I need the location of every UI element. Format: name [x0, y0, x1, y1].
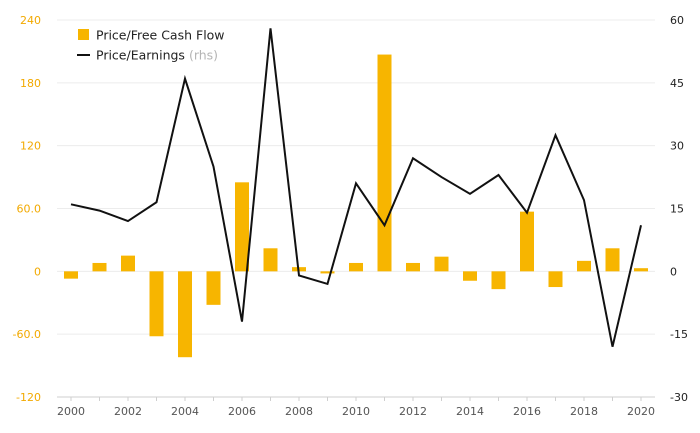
right-axis-ticks: -30 -15 0 15 30 45 60 — [670, 14, 688, 404]
left-tick-label: -120 — [16, 391, 41, 404]
bar-fcf-2020 — [634, 268, 648, 272]
x-tick-label: 2012 — [399, 405, 427, 418]
left-tick-label: 0 — [34, 265, 41, 278]
bar-fcf-2016 — [520, 211, 534, 272]
x-tick-label: 2000 — [57, 405, 85, 418]
legend: Price/Free Cash Flow Price/Earnings (rhs) — [77, 28, 225, 63]
left-tick-label: 180 — [20, 77, 41, 90]
bar-fcf-2012 — [406, 262, 420, 272]
x-tick-label: 2016 — [513, 405, 541, 418]
x-tick-label: 2020 — [627, 405, 655, 418]
x-tick-label: 2006 — [228, 405, 256, 418]
right-tick-label: 45 — [670, 77, 684, 90]
x-tick-label: 2002 — [114, 405, 142, 418]
right-tick-label: 0 — [670, 265, 677, 278]
bar-fcf-2013 — [434, 256, 449, 272]
left-tick-label: 120 — [20, 140, 41, 153]
x-axis-ticks — [70, 397, 642, 401]
bar-fcf-2002 — [121, 255, 135, 272]
bar-fcf-2010 — [349, 262, 363, 272]
right-tick-label: -15 — [670, 328, 688, 341]
bar-fcf-2017 — [548, 271, 563, 288]
bar-fcf-2014 — [463, 271, 477, 281]
left-axis-ticks: -120 -60.0 0 60.0 120 180 240 — [13, 14, 41, 404]
x-tick-label: 2010 — [342, 405, 370, 418]
left-tick-label: 60.0 — [17, 203, 42, 216]
bar-fcf-2015 — [491, 271, 506, 290]
left-tick-label: -60.0 — [13, 328, 41, 341]
legend-label-pe-suffix: (rhs) — [189, 48, 218, 63]
x-tick-label: 2008 — [285, 405, 313, 418]
legend-swatch-fcf — [78, 29, 89, 40]
bar-fcf-2004 — [178, 271, 192, 358]
bar-fcf-2018 — [577, 260, 591, 272]
price-earnings-line — [70, 28, 642, 347]
bar-fcf-2000 — [64, 271, 78, 279]
bar-fcf-2011 — [377, 54, 392, 272]
x-tick-label: 2018 — [570, 405, 598, 418]
right-tick-label: -30 — [670, 391, 688, 404]
legend-label-pe: Price/Earnings (rhs) — [96, 48, 218, 63]
legend-label-fcf: Price/Free Cash Flow — [96, 28, 225, 43]
x-tick-label: 2004 — [171, 405, 199, 418]
bar-fcf-2007 — [263, 248, 278, 272]
bar-fcf-2001 — [92, 262, 107, 272]
bar-fcf-2005 — [206, 271, 221, 305]
right-tick-label: 15 — [670, 203, 684, 216]
left-tick-label: 240 — [20, 14, 41, 27]
grid-lines — [57, 19, 655, 335]
bar-fcf-2006 — [235, 182, 249, 272]
bar-fcf-2019 — [605, 248, 620, 272]
bar-fcf-2003 — [149, 271, 164, 337]
x-axis-labels: 2000 2002 2004 2006 2008 2010 2012 2014 2016 2018… — [57, 405, 655, 418]
right-tick-label: 60 — [670, 14, 684, 27]
legend-label-pe-name: Price/Earnings — [96, 48, 185, 63]
x-tick-label: 2014 — [456, 405, 484, 418]
bar-fcf-2009 — [320, 271, 335, 274]
right-tick-label: 30 — [670, 140, 684, 153]
